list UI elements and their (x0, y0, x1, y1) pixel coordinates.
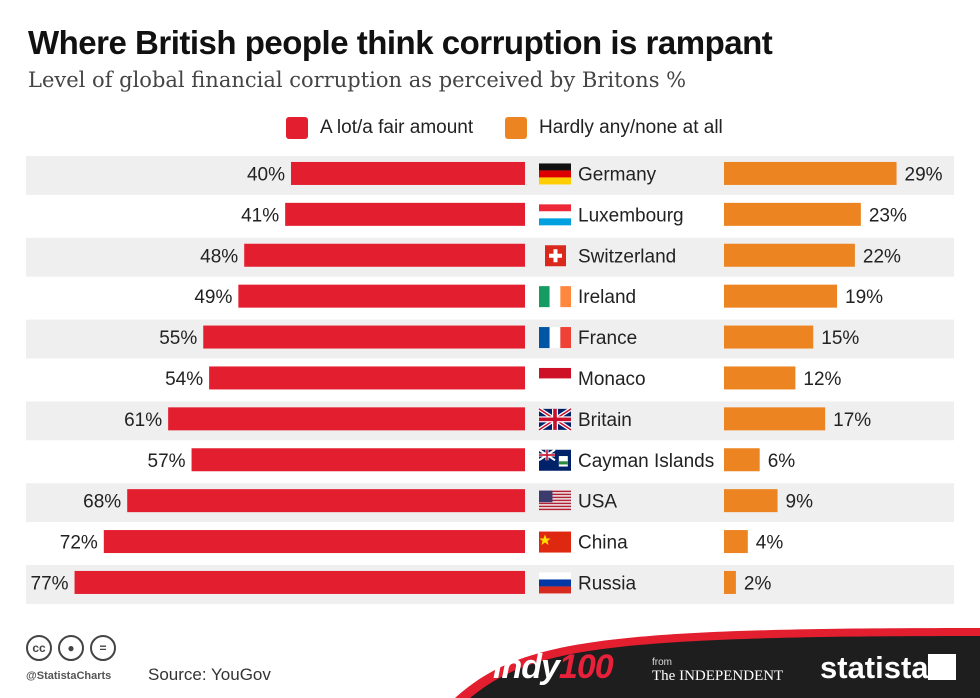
russia-flag (539, 572, 571, 594)
bar-right (724, 530, 748, 554)
bar-left (103, 530, 526, 554)
china-flag (539, 531, 571, 553)
category-label: China (578, 533, 628, 554)
value-label-left: 54% (165, 369, 203, 390)
nd-icon: = (90, 635, 116, 661)
value-label-left: 49% (194, 287, 232, 308)
ireland-flag (539, 286, 571, 308)
bar-right (724, 366, 796, 390)
bar-right (724, 284, 838, 308)
indy100-logo: indy100 (493, 648, 614, 686)
value-label-right: 9% (786, 492, 814, 513)
bar-right (724, 161, 897, 185)
legend-item-right: Hardly any/none at all (505, 117, 723, 139)
statista-logo: statista (820, 650, 929, 685)
bar-left (191, 448, 526, 472)
by-icon: ● (58, 635, 84, 661)
bar-right (724, 243, 855, 267)
cc-icon: cc (26, 635, 52, 661)
legend-label-left: A lot/a fair amount (320, 117, 474, 138)
value-label-left: 41% (241, 205, 279, 226)
from-label: from (652, 657, 672, 668)
category-label: Germany (578, 164, 657, 185)
source-note: Source: YouGov (148, 665, 271, 684)
bar-left (238, 284, 525, 308)
value-label-right: 2% (744, 573, 772, 594)
germany-flag (539, 163, 571, 185)
france-flag (539, 327, 571, 349)
value-label-right: 22% (863, 246, 901, 267)
bar-left (244, 243, 525, 267)
legend-swatch-right (505, 117, 527, 139)
statista-handle: @StatistaCharts (26, 670, 112, 682)
legend-item-left: A lot/a fair amount (286, 117, 473, 139)
value-label-right: 19% (845, 287, 883, 308)
monaco-flag (539, 367, 571, 389)
bar-left (291, 161, 525, 185)
value-label-left: 48% (200, 246, 238, 267)
bar-left (127, 489, 525, 513)
value-label-left: 55% (159, 328, 197, 349)
bar-chart: 40% 29% Germany 41% 23% Luxembourg 48% 22% Switz… (26, 156, 954, 604)
value-label-right: 17% (833, 410, 871, 431)
chart-subtitle: Level of global financial corruption as … (28, 68, 687, 92)
category-label: Ireland (578, 287, 636, 308)
value-label-right: 4% (756, 533, 784, 554)
value-label-right: 6% (768, 451, 796, 472)
value-label-left: 77% (31, 573, 69, 594)
category-label: Switzerland (578, 246, 676, 267)
bar-left (168, 407, 525, 431)
category-label: Cayman Islands (578, 451, 714, 472)
category-label: USA (578, 492, 617, 513)
value-label-right: 23% (869, 205, 907, 226)
bar-right (724, 202, 861, 226)
value-label-right: 15% (821, 328, 859, 349)
footer-band (455, 628, 980, 698)
category-label: Luxembourg (578, 205, 684, 226)
bar-right (724, 570, 736, 594)
value-label-left: 57% (148, 451, 186, 472)
bar-right (724, 325, 814, 349)
legend-label-right: Hardly any/none at all (539, 117, 723, 138)
cayman-islands-flag (538, 448, 571, 471)
category-label: Monaco (578, 369, 646, 390)
category-label: Russia (578, 573, 637, 594)
license-icons: cc ● = (26, 635, 116, 661)
independent-logo: The INDEPENDENT (652, 668, 784, 684)
value-label-right: 29% (905, 164, 943, 185)
bar-right (724, 407, 826, 431)
bar-left (203, 325, 525, 349)
bar-left (285, 202, 525, 226)
bar-right (724, 489, 778, 513)
value-label-right: 12% (803, 369, 841, 390)
category-label: Britain (578, 410, 632, 431)
bar-right (724, 448, 760, 472)
category-label: France (578, 328, 637, 349)
legend-swatch-left (286, 117, 308, 139)
bar-left (74, 570, 526, 594)
bar-left (209, 366, 525, 390)
value-label-left: 72% (60, 533, 98, 554)
britain-flag (537, 407, 573, 432)
usa-flag (539, 490, 571, 511)
value-label-left: 61% (124, 410, 162, 431)
statista-logo-icon (928, 654, 956, 680)
luxembourg-flag (539, 204, 571, 226)
chart-title: Where British people think corruption is… (28, 24, 773, 61)
switzerland-flag (545, 245, 566, 267)
value-label-left: 68% (83, 492, 121, 513)
value-label-left: 40% (247, 164, 285, 185)
